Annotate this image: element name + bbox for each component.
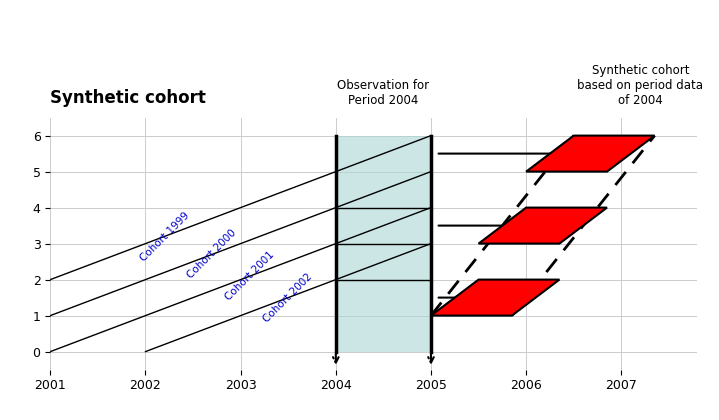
Text: Cohort 2002: Cohort 2002 — [262, 271, 315, 324]
Text: Cohort 2000: Cohort 2000 — [186, 228, 239, 281]
Text: Synthetic cohort
based on period data
of 2004: Synthetic cohort based on period data of… — [577, 64, 703, 107]
Text: Cohort 2001: Cohort 2001 — [224, 249, 277, 302]
Polygon shape — [479, 207, 607, 244]
Bar — [336, 136, 431, 352]
Polygon shape — [526, 136, 654, 172]
Text: Synthetic cohort: Synthetic cohort — [50, 89, 206, 107]
Polygon shape — [431, 280, 559, 315]
Text: Cohort 1999: Cohort 1999 — [138, 210, 191, 263]
Text: Observation for
Period 2004: Observation for Period 2004 — [337, 79, 429, 107]
